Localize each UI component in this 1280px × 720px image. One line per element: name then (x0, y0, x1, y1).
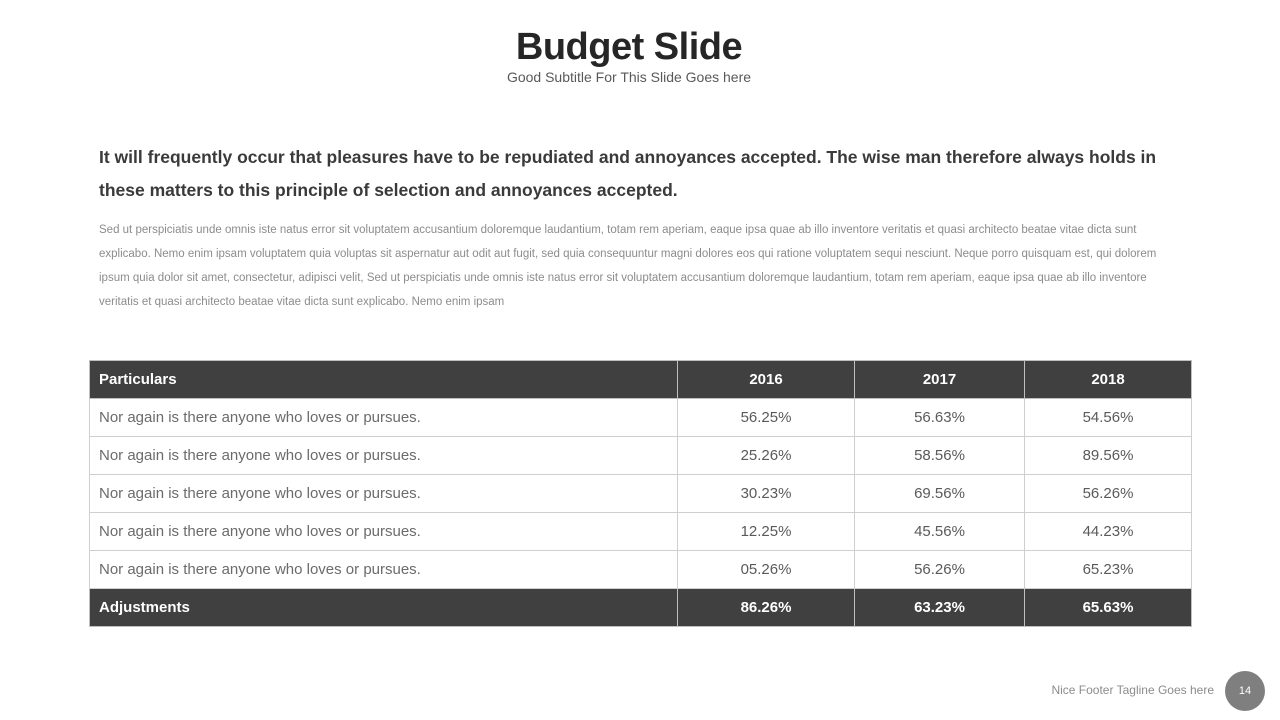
budget-table: Particulars 2016 2017 2018 Nor again is … (89, 360, 1192, 627)
row-label: Nor again is there anyone who loves or p… (89, 474, 678, 513)
row-value-2017: 45.56% (854, 512, 1025, 551)
adjustments-2018: 65.63% (1024, 588, 1192, 627)
header-particulars: Particulars (89, 360, 678, 399)
table-header-row: Particulars 2016 2017 2018 (89, 360, 1192, 399)
table-row: Nor again is there anyone who loves or p… (89, 550, 1192, 589)
row-value-2017: 56.26% (854, 550, 1025, 589)
row-value-2017: 56.63% (854, 398, 1025, 437)
footer-tagline: Nice Footer Tagline Goes here (1051, 683, 1214, 697)
row-value-2017: 58.56% (854, 436, 1025, 475)
slide-title: Budget Slide (515, 26, 743, 68)
row-label: Nor again is there anyone who loves or p… (89, 512, 678, 551)
row-label: Nor again is there anyone who loves or p… (89, 398, 678, 437)
header-2017: 2017 (854, 360, 1025, 399)
page-number-badge: 14 (1225, 671, 1265, 711)
row-value-2016: 30.23% (677, 474, 855, 513)
row-value-2018: 54.56% (1024, 398, 1192, 437)
table-row: Nor again is there anyone who loves or p… (89, 474, 1192, 513)
adjustments-2016: 86.26% (677, 588, 855, 627)
row-value-2016: 12.25% (677, 512, 855, 551)
row-value-2016: 05.26% (677, 550, 855, 589)
row-value-2018: 56.26% (1024, 474, 1192, 513)
header-2018: 2018 (1024, 360, 1192, 399)
adjustments-2017: 63.23% (854, 588, 1025, 627)
row-value-2017: 69.56% (854, 474, 1025, 513)
adjustments-row: Adjustments 86.26% 63.23% 65.63% (89, 588, 1192, 627)
row-value-2016: 25.26% (677, 436, 855, 475)
slide-subtitle: Good Subtitle For This Slide Goes here (506, 69, 752, 85)
adjustments-label: Adjustments (89, 588, 678, 627)
header-2016: 2016 (677, 360, 855, 399)
table-row: Nor again is there anyone who loves or p… (89, 512, 1192, 551)
row-value-2018: 44.23% (1024, 512, 1192, 551)
row-value-2018: 89.56% (1024, 436, 1192, 475)
table-row: Nor again is there anyone who loves or p… (89, 398, 1192, 437)
row-label: Nor again is there anyone who loves or p… (89, 550, 678, 589)
row-value-2018: 65.23% (1024, 550, 1192, 589)
row-value-2016: 56.25% (677, 398, 855, 437)
table-row: Nor again is there anyone who loves or p… (89, 436, 1192, 475)
row-label: Nor again is there anyone who loves or p… (89, 436, 678, 475)
body-paragraph: Sed ut perspiciatis unde omnis iste natu… (99, 224, 1157, 308)
lead-paragraph: It will frequently occur that pleasures … (99, 147, 1157, 200)
